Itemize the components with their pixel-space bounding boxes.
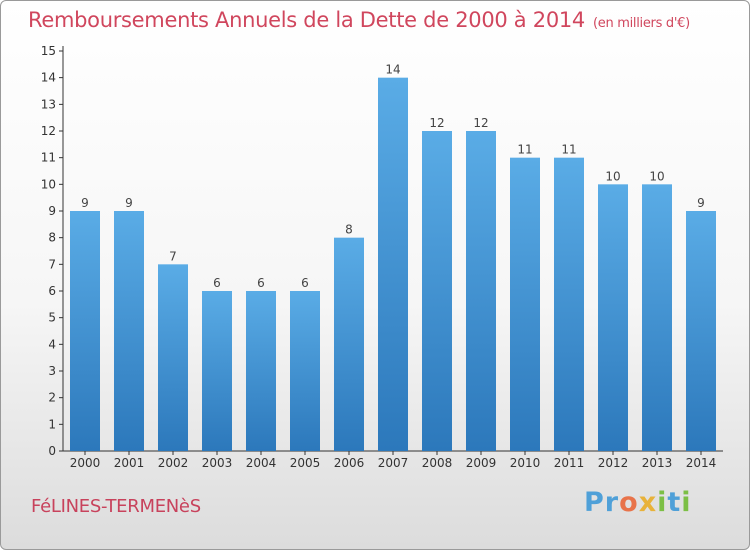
y-tick-label: 9	[48, 204, 56, 218]
data-label: 6	[301, 276, 309, 290]
y-tick-label: 15	[41, 44, 56, 58]
logo-letter: i	[657, 487, 668, 518]
y-tick-label: 13	[41, 97, 56, 111]
x-tick-label: 2006	[334, 456, 365, 470]
logo-letter: x	[638, 487, 658, 518]
logo-letter: P	[584, 487, 605, 518]
data-label: 14	[385, 63, 400, 77]
bar	[114, 211, 144, 451]
bar	[510, 157, 540, 451]
data-label: 10	[649, 169, 664, 183]
x-tick-label: 2007	[378, 456, 409, 470]
x-tick-label: 2013	[642, 456, 673, 470]
x-tick-label: 2012	[598, 456, 629, 470]
bar	[378, 77, 408, 452]
x-tick-label: 2002	[158, 456, 189, 470]
y-tick-label: 11	[41, 151, 56, 165]
bar	[202, 291, 232, 451]
y-tick-label: 7	[48, 257, 56, 271]
bar	[686, 211, 716, 451]
x-tick-label: 2004	[246, 456, 277, 470]
bars: 9 9 7 6 6 6 8 14 12 12 11 11 10 10 9	[70, 63, 716, 452]
y-tick-label: 14	[41, 71, 56, 85]
x-tick-label: 2000	[70, 456, 101, 470]
bar	[290, 291, 320, 451]
commune-name: FéLINES-TERMENèS	[31, 496, 201, 517]
bar	[334, 237, 364, 451]
y-tick-label: 0	[48, 444, 56, 458]
logo-letter: r	[604, 487, 620, 518]
y-tick-label: 3	[48, 364, 56, 378]
x-tick-label: 2009	[466, 456, 497, 470]
y-tick-label: 2	[48, 391, 56, 405]
x-tick-label: 2008	[422, 456, 453, 470]
y-tick-label: 1	[48, 417, 56, 431]
data-label: 11	[517, 143, 532, 157]
x-tick-label: 2011	[554, 456, 585, 470]
bar	[70, 211, 100, 451]
data-label: 9	[697, 196, 705, 210]
x-tick-label: 2014	[686, 456, 717, 470]
bar	[642, 184, 672, 452]
x-tick-label: 2010	[510, 456, 541, 470]
logo-letter: o	[619, 487, 639, 518]
data-label: 9	[81, 196, 89, 210]
y-tick-label: 8	[48, 231, 56, 245]
logo-letter: i	[681, 487, 692, 518]
data-label: 7	[169, 249, 177, 263]
data-label: 8	[345, 223, 353, 237]
data-label: 6	[257, 276, 265, 290]
y-tick-label: 4	[48, 337, 56, 351]
bar	[466, 131, 496, 451]
x-tick-label: 2005	[290, 456, 321, 470]
bar	[246, 291, 276, 451]
bar	[598, 184, 628, 452]
x-tick-label: 2001	[114, 456, 145, 470]
bar	[554, 157, 584, 451]
bar	[158, 264, 188, 451]
chart-unit: (en milliers d'€)	[593, 16, 690, 31]
data-label: 9	[125, 196, 133, 210]
y-tick-label: 6	[48, 284, 56, 298]
data-label: 12	[473, 116, 488, 130]
y-tick-label: 12	[41, 124, 56, 138]
data-label: 6	[213, 276, 221, 290]
chart-title: Remboursements Annuels de la Dette de 20…	[28, 8, 690, 32]
proxiti-logo: Proxiti	[584, 487, 692, 518]
y-tick-label: 10	[41, 177, 56, 191]
logo-letter: t	[667, 487, 682, 518]
data-label: 11	[561, 143, 576, 157]
chart-title-text: Remboursements Annuels de la Dette de 20…	[28, 8, 585, 32]
y-tick-label: 5	[48, 311, 56, 325]
x-tick-label: 2003	[202, 456, 233, 470]
bar	[422, 131, 452, 451]
data-label: 10	[605, 169, 620, 183]
data-label: 12	[429, 116, 444, 130]
